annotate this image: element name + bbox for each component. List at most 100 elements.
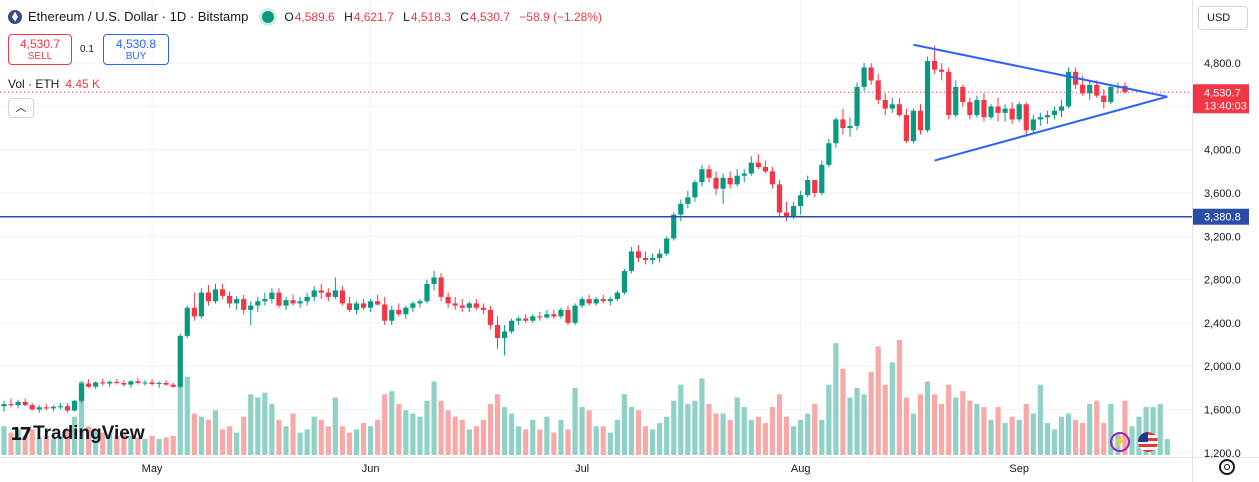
candle-body bbox=[572, 305, 578, 323]
volume-bar bbox=[1143, 407, 1149, 455]
volume-bar bbox=[974, 403, 980, 455]
candle-body bbox=[86, 383, 92, 387]
volume-bar bbox=[671, 400, 677, 455]
volume-bar bbox=[389, 391, 395, 455]
volume-bar bbox=[748, 419, 754, 455]
market-status-icon[interactable] bbox=[262, 10, 275, 23]
candle-body bbox=[607, 299, 613, 302]
sell-button[interactable]: 4,530.7 SELL bbox=[8, 34, 72, 65]
candle-body bbox=[205, 292, 212, 302]
volume-bar bbox=[967, 400, 973, 455]
volume-legend[interactable]: Vol · ETH 4.45 K bbox=[8, 77, 100, 91]
volume-bar bbox=[1058, 416, 1065, 455]
volume-bar bbox=[840, 368, 846, 455]
candle-body bbox=[198, 292, 204, 317]
settings-gear-icon[interactable] bbox=[1219, 459, 1235, 475]
volume-bar bbox=[699, 378, 705, 455]
open-label: O bbox=[284, 9, 294, 24]
candle-body bbox=[783, 212, 790, 217]
candle-body bbox=[1044, 115, 1050, 118]
volume-bar bbox=[325, 426, 331, 455]
candle-body bbox=[755, 162, 761, 168]
volume-bar bbox=[269, 403, 275, 455]
candle-body bbox=[889, 104, 895, 109]
candle-body bbox=[1108, 86, 1114, 103]
us-flag-icon[interactable] bbox=[1138, 432, 1158, 452]
candle-body bbox=[163, 382, 169, 385]
candle-body bbox=[1122, 85, 1128, 93]
volume-bar bbox=[219, 429, 226, 455]
candle-body bbox=[741, 173, 747, 176]
candle-body bbox=[1094, 84, 1100, 96]
volume-bar bbox=[833, 343, 839, 455]
volume-bar bbox=[107, 434, 113, 455]
collapse-legend-button[interactable]: ︿ bbox=[8, 98, 34, 118]
candle-body bbox=[1016, 104, 1022, 120]
candle-body bbox=[706, 169, 712, 178]
volume-bar bbox=[509, 413, 515, 455]
volume-bar bbox=[163, 437, 169, 455]
close-value: 4,530.7 bbox=[469, 9, 510, 24]
volume-bar bbox=[953, 397, 959, 455]
volume-bar bbox=[530, 419, 536, 455]
volume-bar bbox=[487, 403, 494, 455]
candle-body bbox=[1037, 117, 1043, 120]
volume-bar bbox=[1164, 439, 1170, 455]
chevron-up-icon: ︿ bbox=[15, 102, 27, 114]
volume-bars bbox=[1, 340, 1170, 455]
y-tick-label: 4,000.0 bbox=[1204, 145, 1241, 157]
lightning-icon[interactable]: ⚡ bbox=[1110, 432, 1130, 452]
candle-body bbox=[833, 119, 839, 144]
tradingview-logo[interactable]: 𝟭𝟳 TradingView bbox=[10, 423, 145, 445]
candle-body bbox=[501, 331, 508, 339]
volume-bar bbox=[50, 439, 56, 455]
candle-body bbox=[621, 270, 627, 293]
x-tick-label: Sep bbox=[1009, 463, 1029, 475]
bar-countdown-label: 13:40:03 bbox=[1204, 100, 1247, 112]
level-price-tag bbox=[1193, 208, 1249, 225]
candle-body bbox=[29, 405, 35, 410]
candle-body bbox=[417, 301, 423, 304]
candle-body bbox=[734, 175, 740, 185]
candle-body bbox=[910, 110, 917, 142]
volume-bar bbox=[819, 419, 825, 455]
x-tick-label: May bbox=[142, 463, 163, 475]
candle-body bbox=[974, 99, 980, 116]
volume-bar bbox=[685, 403, 691, 455]
volume-bar bbox=[22, 435, 28, 455]
volume-bar bbox=[15, 429, 21, 455]
volume-bar bbox=[64, 429, 71, 455]
volume-bar bbox=[551, 432, 557, 455]
candle-body bbox=[1087, 84, 1093, 94]
volume-bar bbox=[516, 426, 522, 455]
volume-bar bbox=[607, 432, 613, 455]
candle-body bbox=[487, 309, 494, 326]
candle-body bbox=[579, 299, 585, 306]
volume-bar bbox=[403, 410, 409, 455]
volume-bar bbox=[431, 381, 437, 455]
volume-bar bbox=[889, 362, 895, 455]
volume-bar bbox=[262, 392, 268, 455]
candle-body bbox=[353, 303, 360, 310]
volume-bar bbox=[332, 397, 338, 455]
candle-body bbox=[452, 303, 458, 306]
volume-bar bbox=[339, 426, 345, 455]
volume-bar bbox=[290, 413, 296, 455]
candle-body bbox=[967, 102, 973, 116]
candle-body bbox=[678, 203, 684, 215]
price-axis[interactable]: 1,200.0 1,600.0 2,000.0 2,400.0 2,800.0 3,200… bbox=[1192, 0, 1250, 482]
candle-body bbox=[100, 382, 106, 384]
symbol-title[interactable]: Ethereum / U.S. Dollar · 1D · Bitstamp bbox=[28, 9, 249, 24]
volume-bar bbox=[248, 394, 254, 455]
volume-bar bbox=[466, 429, 472, 455]
time-axis[interactable]: May Jun Jul Aug Sep bbox=[0, 457, 1259, 476]
candle-body bbox=[297, 301, 303, 304]
candle-body bbox=[445, 296, 451, 304]
candle-body bbox=[22, 401, 28, 406]
volume-bar bbox=[939, 403, 945, 455]
buy-button[interactable]: 4,530.8 BUY bbox=[103, 34, 169, 65]
volume-bar bbox=[650, 429, 656, 455]
currency-selector[interactable]: USD bbox=[1198, 6, 1248, 30]
candle-body bbox=[861, 67, 867, 87]
